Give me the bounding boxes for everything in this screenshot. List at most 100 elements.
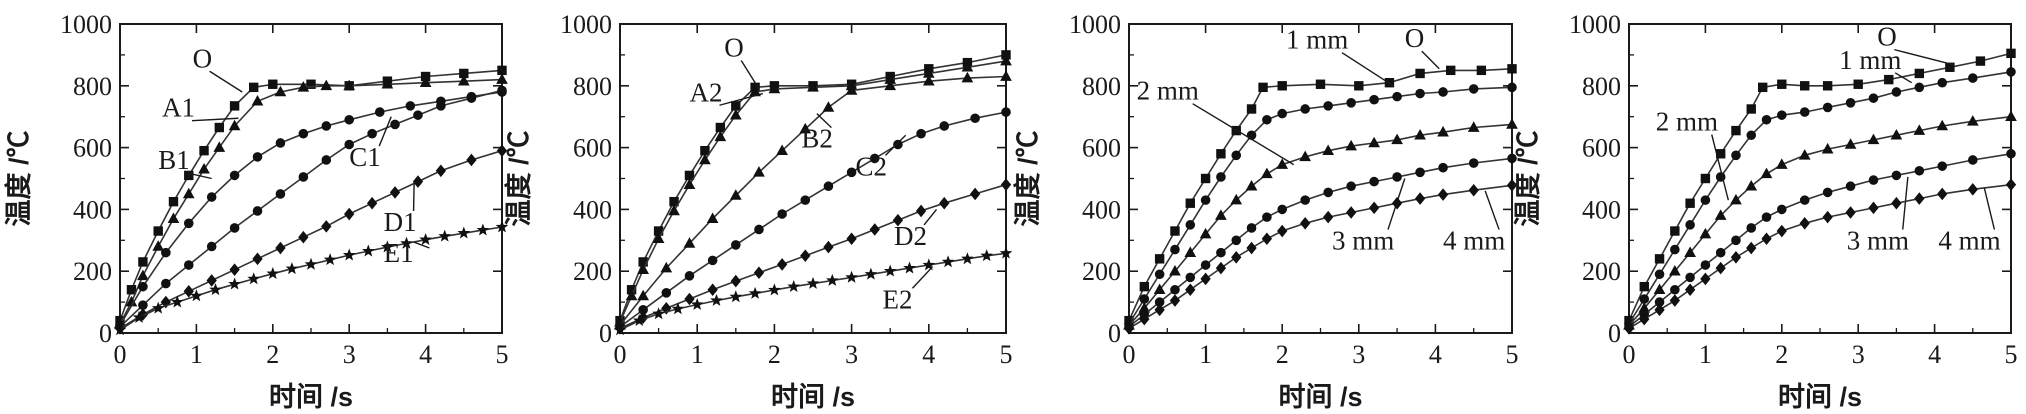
data-point-triangle: [845, 84, 858, 95]
data-point-square: [684, 170, 695, 181]
series-line: [1628, 115, 2012, 326]
data-point-circle: [413, 110, 423, 120]
data-point-circle: [1731, 235, 1741, 246]
data-point-circle: [707, 255, 718, 266]
data-point-circle: [1507, 153, 1517, 164]
x-tick-label: 5: [2005, 340, 2018, 369]
y-tick-label: 800: [1082, 72, 1121, 101]
series-leader-line: [1894, 72, 1913, 84]
data-point-triangle: [729, 189, 742, 200]
x-tick-label: 4: [922, 340, 935, 369]
data-point-square: [497, 65, 507, 76]
data-point-circle: [823, 181, 834, 192]
data-point-diamond: [1623, 322, 1635, 335]
data-point-circle: [298, 128, 309, 139]
data-point-circle: [1216, 172, 1226, 182]
data-point-triangle: [668, 204, 680, 216]
data-point-diamond: [206, 274, 217, 287]
data-point-square: [700, 145, 710, 156]
y-tick-label: 1000: [60, 10, 112, 39]
y-tick-label: 1000: [560, 10, 612, 39]
data-point-triangle: [228, 119, 241, 131]
data-point-diamond: [823, 240, 834, 254]
y-tick-label: 200: [1582, 257, 1621, 286]
y-tick-label: 800: [73, 72, 112, 101]
data-point-triangle: [1668, 264, 1681, 276]
data-point-star: [922, 258, 936, 271]
data-point-triangle: [729, 108, 742, 120]
data-point-diamond: [1391, 196, 1403, 210]
data-point-diamond: [1730, 251, 1742, 264]
data-point-circle: [970, 113, 980, 124]
data-point-circle: [1914, 165, 1925, 176]
series-0: O: [1124, 23, 1517, 326]
data-point-circle: [229, 170, 240, 181]
data-point-star: [266, 267, 280, 280]
data-point-circle: [1700, 260, 1711, 270]
data-point-circle: [1139, 294, 1150, 304]
data-point-diamond: [389, 186, 401, 199]
data-point-diamond: [1776, 224, 1787, 238]
data-point-triangle: [1391, 133, 1403, 145]
series-1: 1 mm: [1624, 45, 2016, 329]
data-point-circle: [1415, 167, 1425, 178]
data-point-triangle: [251, 95, 264, 106]
series-1: 1 mm: [1124, 25, 1517, 329]
data-point-triangle: [1798, 149, 1811, 160]
data-point-square: [1853, 79, 1863, 89]
series-label: O: [1877, 22, 1897, 52]
data-point-square: [249, 82, 259, 93]
data-point-diamond: [435, 164, 447, 178]
data-point-circle: [684, 271, 695, 281]
x-axis-title: 时间 /s: [269, 382, 353, 412]
data-point-triangle: [496, 73, 508, 84]
data-point-square: [731, 101, 741, 111]
data-point-circle: [1968, 73, 1978, 83]
chart-panel-3: 0 1 2 3 4 5 0 200 400 600 800 1000 时间 /s 温度 /℃ O 1 mm 2 …: [1012, 10, 1519, 412]
x-axis-title: 时间 /s: [1278, 382, 1362, 412]
data-point-star: [247, 272, 261, 285]
data-point-square: [1446, 65, 1456, 76]
x-tick-label: 3: [1352, 340, 1365, 369]
data-point-diamond: [466, 153, 477, 167]
data-point-diamond: [1323, 210, 1334, 224]
data-point-square: [1170, 226, 1180, 236]
data-point-triangle: [343, 79, 356, 91]
data-point-triangle: [182, 187, 195, 199]
series-leader-line: [413, 241, 430, 249]
data-point-square: [1746, 104, 1756, 114]
series-label: E2: [882, 284, 912, 314]
data-point-square: [715, 122, 726, 133]
data-point-star: [768, 283, 781, 296]
data-point-triangle: [1153, 283, 1166, 295]
data-point-triangle: [768, 82, 781, 94]
data-point-star: [903, 261, 916, 274]
data-point-circle: [1761, 114, 1772, 125]
data-point-star: [845, 270, 858, 283]
y-tick-label: 600: [1582, 134, 1621, 163]
data-point-triangle: [1913, 124, 1926, 135]
chart-panel-4: 0 1 2 3 4 5 0 200 400 600 800 1000 时间 /s 温度 /℃ O1 mm 2 …: [1512, 10, 2018, 412]
x-tick-label: 2: [768, 340, 781, 369]
data-point-triangle: [922, 74, 935, 86]
data-point-star: [419, 233, 432, 246]
series-label: 4 mm: [1938, 226, 2000, 256]
data-point-circle: [731, 240, 741, 250]
data-point-square: [229, 101, 240, 111]
data-point-circle: [1346, 97, 1356, 108]
data-point-star: [883, 264, 897, 277]
data-point-circle: [1170, 244, 1180, 255]
data-point-circle: [754, 224, 764, 235]
data-point-triangle: [297, 81, 310, 92]
data-point-diamond: [1261, 232, 1273, 246]
data-point-triangle: [2005, 110, 2017, 121]
data-point-star: [652, 307, 665, 320]
data-point-diamond: [776, 258, 788, 271]
data-point-circle: [1799, 195, 1810, 205]
data-point-diamond: [229, 263, 240, 276]
data-point-triangle: [1775, 158, 1788, 169]
data-point-triangle: [419, 76, 432, 88]
data-point-diamond: [1799, 217, 1810, 230]
data-point-diamond: [1868, 201, 1879, 215]
series-5: E2: [613, 246, 1013, 336]
